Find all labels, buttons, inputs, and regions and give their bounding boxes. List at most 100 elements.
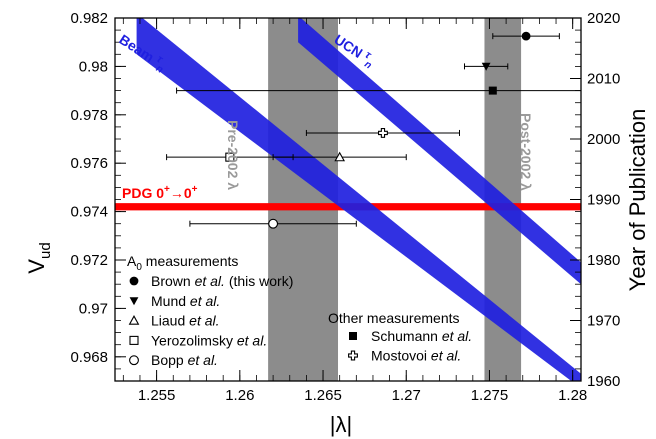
legend-a0-title: A0 measurements: [127, 253, 238, 273]
y2-tick-label-4: 2000: [587, 131, 620, 148]
legend-a0-entry-3-marker: [129, 335, 139, 345]
y-tick-label-5: 0.978: [70, 107, 108, 124]
legend-a0-entry-4-marker-shape: [129, 355, 139, 366]
post-2002-label: Post-2002 λ: [518, 113, 534, 191]
marker-1: [481, 62, 491, 71]
legend-other-entry-1-marker: [348, 350, 358, 361]
x-tick-label-2: 1.265: [304, 387, 342, 404]
x-tick-label-5: 1.28: [558, 387, 587, 404]
legend-a0-entry-4-label-plain: Bopp: [151, 352, 188, 368]
legend-a0-entry-2-label: Liaud et al.: [151, 313, 220, 329]
pdg-label-sup1: +: [164, 184, 170, 195]
x-tick-label-3: 1.27: [392, 387, 421, 404]
marker-4-shape: [268, 218, 279, 229]
beam-band-label-sub: n: [154, 63, 165, 76]
beam-band-label-tau: τ: [154, 53, 165, 66]
legend-a0-entry-4-label-italic: et al.: [188, 352, 218, 368]
pdg-label-main: PDG 0: [122, 185, 164, 201]
legend-a0-entry-1-label: Mund et al.: [151, 293, 220, 309]
legend-a0-entry-0-marker: [129, 276, 139, 286]
y-tick-label-2: 0.972: [70, 252, 108, 269]
legend-a0-title-main: A: [127, 253, 137, 269]
legend-a0-entry-0-marker-shape: [129, 276, 139, 286]
legend-a0-entry-2-marker: [128, 315, 140, 325]
pdg-label-arrow: →0: [170, 185, 192, 201]
marker-3-shape: [225, 152, 235, 162]
legend-a0-entry-1-label-italic: et al.: [190, 293, 220, 309]
neutron-lifetime-band-0: [136, 18, 581, 381]
neutron-lifetime-band-1: [298, 18, 581, 285]
legend-other-entry-1-label-plain: Mostovoi: [371, 348, 431, 364]
marker-0-shape: [521, 31, 531, 41]
legend-a0-entry-0-label-italic: et al.: [195, 273, 225, 289]
y2-tick-label-5: 2010: [587, 71, 620, 88]
bands-layer: [115, 18, 581, 381]
marker-6-shape: [378, 128, 388, 138]
legend-a0-entry-3-label-plain: Yerozolimsky: [151, 332, 237, 348]
axes-layer: 1.255 1.26 1.265 1.27 1.275 1.28 0.968 0.97 0.97…: [24, 10, 650, 437]
ucn-band-label-sub: n: [362, 59, 373, 72]
legend-a0-entry-3-label-italic: et al.: [237, 332, 267, 348]
y-tick-label-3: 0.974: [70, 204, 108, 221]
legend-other-entry-0-marker-shape: [349, 332, 357, 340]
legend-a0-entry-2-label-plain: Liaud: [151, 313, 189, 329]
y2-tick-label-1: 1970: [587, 313, 620, 330]
y-tick-label-1: 0.97: [79, 300, 108, 317]
x-tick-label-0: 1.255: [138, 387, 176, 404]
legend-a0-entry-2-label-italic: et al.: [189, 313, 219, 329]
legend-a0-entry-3-marker-shape: [129, 335, 139, 345]
legend-other-entry-0-label-italic: et al.: [442, 328, 472, 344]
vertical-band-0: [268, 18, 339, 381]
legend-a0-entry-0-label-suffix: (this work): [225, 273, 293, 289]
marker-5: [488, 86, 497, 95]
x-tick-label-4: 1.275: [471, 387, 509, 404]
data-points-layer: [166, 31, 581, 229]
data-point-6: [305, 128, 461, 138]
pdg-label: PDG 0+→0+: [122, 184, 198, 201]
marker-0: [521, 31, 531, 41]
y-tick-label-6: 0.98: [79, 58, 108, 75]
legend-other-entry-0-label-plain: Schumann: [371, 328, 442, 344]
data-point-4: [189, 218, 357, 229]
marker-6: [378, 128, 388, 138]
ucn-band-label-tau: τ: [363, 49, 374, 62]
y2-tick-label-6: 2020: [587, 10, 620, 27]
y-axis-title-sub: ud: [37, 242, 54, 259]
legend-other-entry-1-label: Mostovoi et al.: [371, 348, 461, 364]
legend-a0-entry-4-label: Bopp et al.: [151, 352, 218, 368]
marker-4: [268, 218, 279, 229]
y2-tick-label-3: 1990: [587, 192, 620, 209]
data-point-2: [272, 151, 407, 162]
legend-other-entry-0-label: Schumann et al.: [371, 328, 472, 344]
x-tick-label-1: 1.26: [225, 387, 254, 404]
legend-a0-title-rest: measurements: [142, 253, 238, 269]
data-point-0: [492, 31, 560, 41]
pre-2002-label: Pre-2002 λ: [225, 120, 241, 190]
marker-3: [225, 152, 235, 162]
legend-a0-entry-0-label: Brown et al. (this work): [151, 273, 293, 289]
legend-other-entry-1-marker-shape: [348, 350, 358, 361]
marker-5-shape: [488, 86, 497, 95]
legend-other-title: Other measurements: [328, 310, 460, 326]
data-point-1: [464, 62, 509, 71]
marker-1-shape: [481, 62, 491, 71]
pdg-label-sup2: +: [192, 184, 198, 195]
y-tick-label-4: 0.976: [70, 155, 108, 172]
y-tick-label-7: 0.982: [70, 10, 108, 27]
data-point-3: [166, 152, 294, 162]
y-axis-title-right: Year of Publication: [625, 109, 650, 292]
legend-other-entry-0-marker: [349, 332, 357, 340]
y-tick-label-0: 0.968: [70, 349, 108, 366]
legend-a0-entry-2-marker-shape: [128, 315, 140, 325]
marker-2: [334, 151, 346, 162]
data-point-5: [176, 86, 581, 95]
y2-tick-label-2: 1980: [587, 252, 620, 269]
legend-a0-entry-1-marker-shape: [129, 297, 139, 306]
legend-a0-entry-0-label-plain: Brown: [151, 273, 195, 289]
marker-2-shape: [334, 151, 346, 162]
legend-a0-entry-1-label-plain: Mund: [151, 293, 190, 309]
y-axis-title-main: V: [24, 259, 49, 274]
legend-a0-entry-3-label: Yerozolimsky et al.: [151, 332, 267, 348]
y-axis-title-left: Vud: [24, 242, 54, 273]
